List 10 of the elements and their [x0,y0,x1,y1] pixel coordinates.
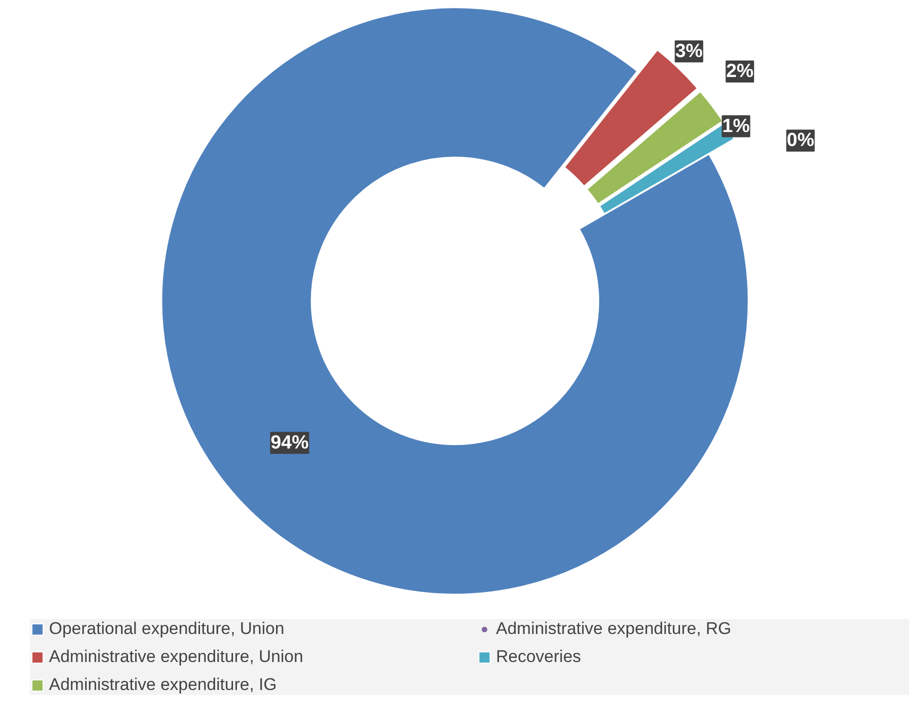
legend-label: Recoveries [496,647,582,667]
data-label: 94% [270,432,309,454]
data-label: 1% [722,116,750,137]
legend-label: Administrative expenditure, RG [496,619,732,639]
legend-label: Administrative expenditure, Union [49,647,304,667]
data-label: 2% [726,60,754,82]
data-label: 3% [675,40,703,62]
legend-label: Operational expenditure, Union [49,619,286,639]
legend-label: Administrative expenditure, IG [49,675,278,695]
text: 0% [786,130,814,152]
